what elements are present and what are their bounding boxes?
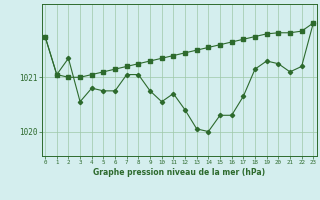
X-axis label: Graphe pression niveau de la mer (hPa): Graphe pression niveau de la mer (hPa) xyxy=(93,168,265,177)
